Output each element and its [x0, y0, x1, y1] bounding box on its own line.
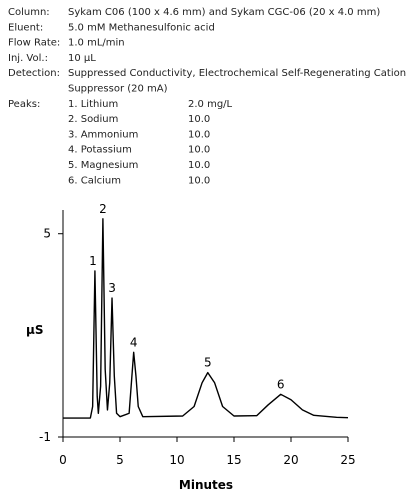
peak-number: 2: [99, 202, 107, 216]
condition-label: Column:: [8, 7, 50, 18]
peak-name: 3. Ammonium: [68, 129, 138, 140]
x-tick-label: 25: [340, 453, 355, 467]
condition-label: Detection:: [8, 68, 60, 79]
peak-conc: 10.0: [188, 129, 210, 140]
y-tick-label: 5: [43, 227, 51, 241]
peak-conc: 10.0: [188, 114, 210, 125]
peak-name: 2. Sodium: [68, 114, 118, 125]
peak-name: 6. Calcium: [68, 175, 121, 186]
x-tick-label: 10: [169, 453, 184, 467]
y-tick-label: -1: [39, 430, 51, 444]
condition-value: Sykam C06 (100 x 4.6 mm) and Sykam CGC-0…: [68, 7, 380, 18]
condition-value: Suppressor (20 mA): [68, 84, 168, 95]
peak-number: 5: [204, 356, 212, 370]
peak-conc: 10.0: [188, 160, 210, 171]
x-tick-label: 15: [226, 453, 241, 467]
peak-conc: 10.0: [188, 175, 210, 186]
peak-number: 6: [277, 377, 285, 391]
peak-name: 1. Lithium: [68, 99, 118, 110]
x-tick-label: 0: [59, 453, 67, 467]
x-axis-label: Minutes: [179, 478, 233, 492]
condition-value: 5.0 mM Methanesulfonic acid: [68, 22, 215, 33]
peak-conc: 2.0 mg/L: [188, 99, 233, 110]
peak-number: 3: [108, 281, 116, 295]
condition-label: Eluent:: [8, 22, 43, 33]
chromatogram-line: [63, 218, 349, 419]
condition-label: Inj. Vol.:: [8, 53, 48, 64]
peak-name: 4. Potassium: [68, 145, 132, 156]
peaks-label: Peaks:: [8, 99, 40, 110]
x-tick-label: 5: [116, 453, 124, 467]
peak-name: 5. Magnesium: [68, 160, 138, 171]
y-axis-label: µS: [26, 323, 43, 337]
peak-conc: 10.0: [188, 145, 210, 156]
condition-value: 1.0 mL/min: [68, 38, 125, 49]
condition-value: Suppressed Conductivity, Electrochemical…: [68, 68, 406, 79]
peak-number: 4: [130, 335, 138, 349]
condition-label: Flow Rate:: [8, 38, 60, 49]
peak-number: 1: [89, 254, 97, 268]
condition-value: 10 µL: [68, 53, 96, 64]
x-tick-label: 20: [283, 453, 298, 467]
